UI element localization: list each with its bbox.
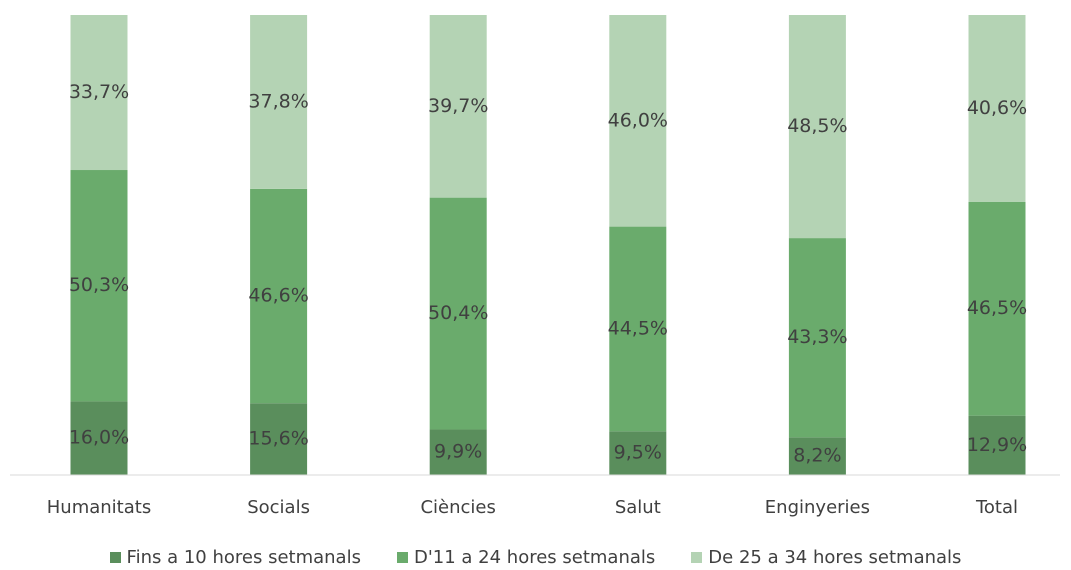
data-label-0-3: 9,5% (614, 442, 662, 464)
data-label-1-4: 43,3% (787, 326, 847, 348)
category-label-5: Total (975, 497, 1018, 518)
legend-item-1: D'11 a 24 hores setmanals (396, 547, 656, 568)
legend-swatch-2 (691, 552, 703, 563)
legend-label-1: D'11 a 24 hores setmanals (413, 547, 656, 568)
data-label-1-5: 46,5% (967, 297, 1027, 319)
data-label-1-1: 46,6% (248, 285, 308, 307)
legend-item-0: Fins a 10 hores setmanals (109, 547, 361, 568)
bar-segment-1-3 (609, 226, 667, 432)
bar-segment-2-1 (250, 15, 308, 189)
legend-item-2: De 25 a 34 hores setmanals (691, 547, 961, 568)
data-label-0-4: 8,2% (793, 445, 841, 467)
data-label-1-3: 44,5% (608, 317, 668, 339)
bar-segment-2-2 (429, 15, 487, 198)
data-label-0-5: 12,9% (967, 434, 1027, 456)
bar-labels-group: 16,0% 50,3% 33,7% 15,6% 46,6% 37,8% 9,9% 50,4% 3… (69, 81, 1027, 467)
category-labels-group: Humanitats Socials Ciències Salut Enginyerie… (47, 497, 1018, 518)
bar-segment-0-3 (609, 431, 667, 475)
legend-swatch-1 (396, 552, 408, 563)
bar-segment-0-0 (70, 401, 128, 475)
bar-segment-1-1 (250, 188, 308, 404)
data-label-1-2: 50,4% (428, 302, 488, 324)
bar-segment-1-5 (968, 201, 1026, 416)
data-label-0-1: 15,6% (248, 428, 308, 450)
category-label-2: Ciències (420, 497, 495, 518)
bar-segment-0-5 (968, 415, 1026, 475)
category-label-4: Enginyeries (765, 497, 870, 518)
bar-segment-0-1 (250, 403, 308, 475)
legend-label-0: Fins a 10 hores setmanals (126, 547, 361, 568)
data-label-2-2: 39,7% (428, 95, 488, 117)
data-label-0-0: 16,0% (69, 427, 129, 449)
data-label-2-5: 40,6% (967, 97, 1027, 119)
legend-swatch-0 (109, 552, 121, 563)
bars-group (70, 15, 1026, 475)
bar-segment-2-0 (70, 15, 128, 171)
data-label-2-0: 33,7% (69, 81, 129, 103)
bar-segment-2-4 (788, 15, 846, 239)
bar-segment-1-4 (788, 238, 846, 438)
data-label-1-0: 50,3% (69, 274, 129, 296)
data-label-2-1: 37,8% (248, 90, 308, 112)
bar-segment-2-5 (968, 15, 1026, 202)
data-label-2-3: 46,0% (608, 109, 668, 131)
bar-segment-0-4 (788, 437, 846, 475)
bar-segment-2-3 (609, 15, 667, 227)
legend: Fins a 10 hores setmanals D'11 a 24 hore… (0, 545, 1071, 570)
data-label-2-4: 48,5% (787, 115, 847, 137)
category-label-0: Humanitats (47, 497, 151, 518)
bar-segment-1-2 (429, 197, 487, 430)
bar-segment-1-0 (70, 170, 128, 402)
data-label-0-2: 9,9% (434, 441, 482, 463)
legend-label-2: De 25 a 34 hores setmanals (708, 547, 962, 568)
stacked-bar-chart: 16,0% 50,3% 33,7% 15,6% 46,6% 37,8% 9,9% 50,4% 3… (10, 15, 1060, 518)
bar-segment-0-2 (429, 429, 487, 475)
category-label-1: Socials (247, 497, 310, 518)
category-label-3: Salut (615, 497, 661, 518)
